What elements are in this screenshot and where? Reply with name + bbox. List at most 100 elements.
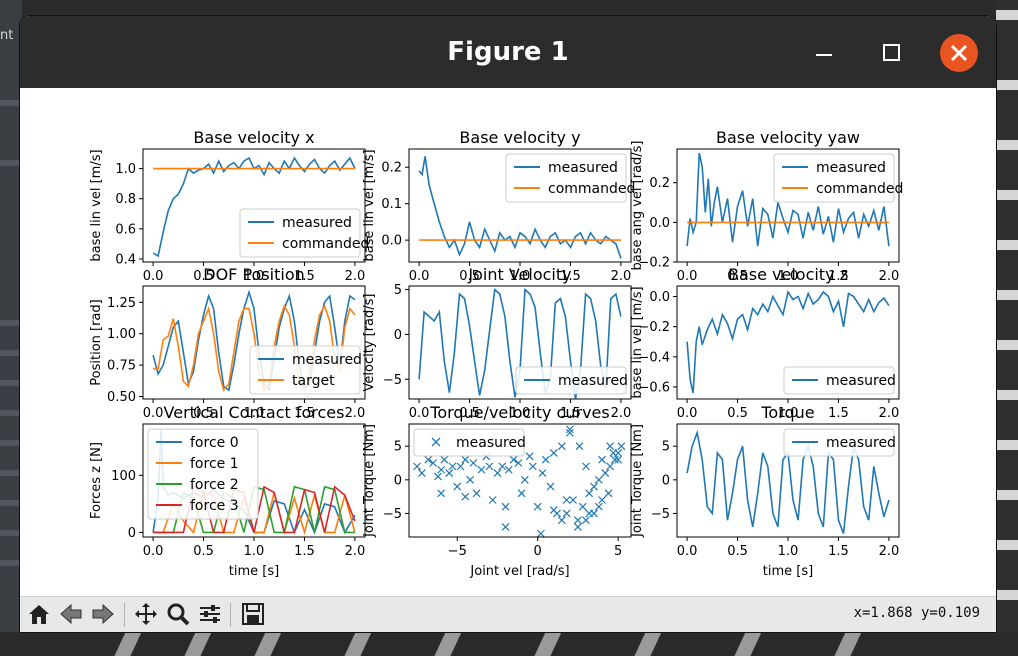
legend-label: force 3 — [190, 498, 239, 514]
x-tick-label: 1.0 — [778, 544, 799, 559]
y-axis-label: base lin vel [m/s] — [362, 149, 377, 261]
legend-marker — [431, 437, 441, 447]
y-tick-label: 0 — [128, 526, 136, 541]
minimize-icon — [816, 54, 832, 56]
y-axis-label: base ang vel [rad/s] — [630, 140, 645, 270]
home-icon — [29, 605, 49, 624]
subplot-p00 — [139, 148, 366, 266]
x-tick-label: 1.5 — [828, 269, 849, 284]
legend — [147, 428, 259, 520]
y-axis-label: base lin vel [m/s] — [630, 286, 645, 398]
data-point-marker — [445, 469, 454, 478]
x-tick-label: 1.0 — [510, 269, 531, 284]
legend — [505, 153, 627, 203]
x-tick-label: 1.0 — [244, 269, 265, 284]
data-point-marker — [485, 462, 494, 471]
x-tick-label: 0.0 — [143, 269, 164, 284]
y-tick-label: 0.6 — [115, 222, 136, 237]
x-tick-label: 0.0 — [143, 544, 164, 559]
legend-label: target — [292, 373, 335, 389]
legend — [783, 428, 895, 457]
subplot-title: Base velocity yaw — [716, 128, 860, 147]
data-point-marker — [413, 462, 421, 471]
data-point-marker — [498, 462, 507, 471]
configure-subplots-button[interactable] — [195, 599, 225, 629]
forward-button[interactable] — [88, 599, 118, 629]
x-tick-label: 1.0 — [778, 406, 799, 421]
data-point-marker — [582, 462, 590, 471]
x-tick-label: 1.0 — [244, 544, 265, 559]
close-icon — [950, 44, 968, 62]
y-tick-label: 0.75 — [107, 359, 136, 374]
legend — [249, 345, 361, 395]
y-tick-label: 0.8 — [115, 192, 136, 207]
minimize-button[interactable] — [805, 34, 843, 72]
data-point-marker — [578, 502, 587, 511]
x-tick-label: 0.5 — [727, 544, 748, 559]
zoom-icon — [167, 603, 190, 626]
axes-frame — [408, 423, 632, 538]
data-point-marker — [440, 455, 449, 464]
data-point-marker — [569, 496, 578, 504]
y-tick-label: 100 — [111, 469, 136, 484]
figure-canvas[interactable]: 0.0 0.5 1.0 1.5 2.0 0.4 0.6 0.8 1.0 Base velocity… — [20, 88, 996, 598]
forward-arrow-icon — [92, 603, 114, 625]
data-point-marker — [461, 492, 470, 501]
desktop-bottom-strip — [0, 632, 1018, 656]
y-axis-label: Forces z [N] — [89, 442, 104, 519]
title-bar[interactable]: Figure 1 — [20, 16, 996, 88]
data-point-marker — [453, 482, 462, 491]
data-point-marker — [520, 475, 529, 484]
y-tick-label: 0.1 — [381, 197, 402, 212]
data-point-marker — [598, 455, 606, 464]
home-button[interactable] — [24, 599, 54, 629]
x-tick-label: 1.5 — [828, 406, 849, 421]
data-point-marker — [565, 428, 574, 437]
cursor-coordinates: x=1.868 y=0.109 — [853, 605, 980, 621]
x-tick-label: 1.0 — [244, 406, 265, 421]
x-tick-label: 2.0 — [879, 406, 900, 421]
data-point-marker — [461, 455, 470, 464]
maximize-button[interactable] — [872, 34, 910, 72]
data-point-marker — [549, 448, 558, 457]
legend-label: measured — [456, 435, 526, 451]
zoom-button[interactable] — [163, 599, 193, 629]
data-point-marker — [565, 425, 574, 434]
legend-label: measured — [816, 160, 886, 176]
legend-box — [783, 428, 895, 457]
close-button[interactable] — [940, 34, 978, 72]
x-tick-label: −5 — [448, 544, 467, 559]
x-axis-label: time [s] — [229, 564, 279, 579]
x-tick-label: 0.5 — [459, 406, 480, 421]
subplot-p20 — [139, 423, 366, 541]
data-point-marker — [585, 489, 594, 498]
data-point-marker — [477, 465, 486, 474]
save-icon — [242, 603, 264, 625]
y-axis-label: Joint Torque [Nm] — [362, 424, 377, 538]
maximize-icon — [883, 44, 900, 61]
subplot-p11 — [405, 285, 632, 403]
x-tick-label: 0.0 — [409, 406, 430, 421]
y-tick-label: 1.0 — [115, 162, 136, 177]
data-point-marker — [557, 442, 566, 451]
y-tick-label: 0 — [394, 473, 402, 488]
data-point-marker — [573, 522, 582, 531]
x-tick-label: 0.5 — [727, 406, 748, 421]
legend-label: measured — [548, 160, 618, 176]
data-point-marker — [604, 489, 613, 498]
data-point-marker — [601, 469, 610, 478]
scatter-series-0 — [413, 425, 626, 537]
y-tick-label: 0.4 — [115, 252, 136, 267]
data-point-marker — [469, 459, 478, 467]
back-button[interactable] — [56, 599, 86, 629]
data-point-marker — [585, 509, 594, 518]
data-point-marker — [434, 472, 442, 481]
pan-button[interactable] — [131, 599, 161, 629]
x-tick-label: 0 — [534, 544, 542, 559]
y-tick-label: 0.2 — [649, 176, 670, 191]
window-title: Figure 1 — [447, 37, 569, 67]
data-point-marker — [456, 462, 465, 471]
y-axis-label: base lin vel [m/s] — [89, 149, 104, 261]
legend-label: measured — [292, 352, 362, 368]
save-button[interactable] — [238, 599, 268, 629]
